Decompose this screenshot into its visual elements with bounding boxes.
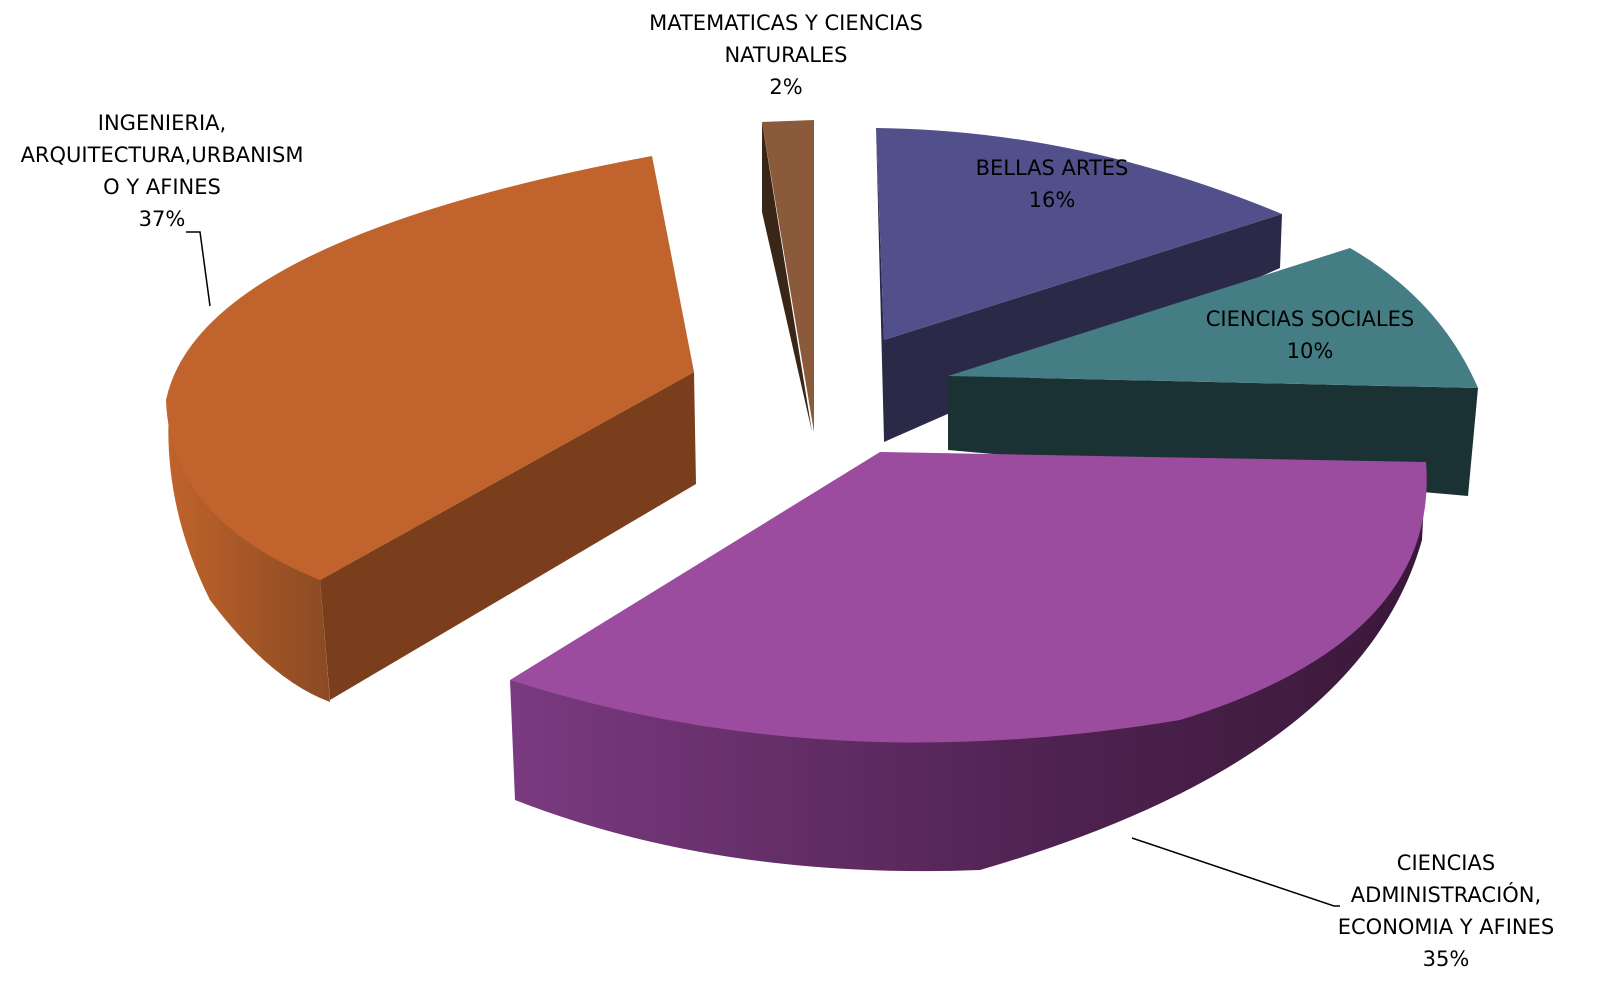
data-label-text: INGENIERIA,: [98, 111, 226, 135]
slice-side-bellas-artes-0: [876, 128, 884, 440]
data-label-text: ECONOMIA Y AFINES: [1338, 915, 1555, 939]
data-label-percent: 10%: [1287, 339, 1334, 363]
data-label-percent: 2%: [769, 75, 802, 99]
leader-line-ciencias-administracion: [1131, 837, 1340, 907]
data-label-text: ADMINISTRACIÓN,: [1351, 882, 1541, 907]
slice-ciencias: [510, 452, 1427, 872]
data-label-text: O Y AFINES: [103, 175, 221, 199]
data-label-bellas-artes: BELLAS ARTES 16%: [976, 156, 1129, 212]
data-label-text: NATURALES: [724, 43, 847, 67]
slice-side-ingenieria-1: [320, 372, 696, 700]
data-label-ciencias: CIENCIAS ADMINISTRACIÓN, ECONOMIA Y AFINES…: [1338, 851, 1555, 971]
slice-top-ingenieria: [166, 156, 694, 580]
slice-top-bellas-artes: [876, 128, 1282, 340]
data-label-ciencias-sociales: CIENCIAS SOCIALES 10%: [1206, 307, 1414, 363]
slice-top-ciencias-sociales: [948, 248, 1478, 388]
data-label-percent: 16%: [1029, 188, 1076, 212]
data-label-text: CIENCIAS SOCIALES: [1206, 307, 1414, 331]
data-label-percent: 37%: [139, 207, 186, 231]
data-label-text: BELLAS ARTES: [976, 156, 1129, 180]
data-label-matematicas-y-ciencias: MATEMATICAS Y CIENCIAS NATURALES 2%: [649, 11, 923, 99]
data-label-percent: 35%: [1423, 947, 1470, 971]
slice-top-ciencias: [510, 452, 1427, 743]
slice-side-matematicas-y-ciencias-0: [762, 122, 812, 432]
slice-ingenieria: [166, 156, 696, 702]
slice-side-ingenieria-0: [168, 396, 330, 702]
slice-matematicas-y-ciencias: [762, 120, 814, 432]
data-label-ingenieria: INGENIERIA, ARQUITECTURA,URBANISM O Y AFIN…: [21, 111, 304, 231]
leader-line-ingenieria: [186, 231, 211, 307]
data-label-text: CIENCIAS: [1397, 851, 1495, 875]
data-label-text: MATEMATICAS Y CIENCIAS: [649, 11, 923, 35]
slice-top-matematicas-y-ciencias: [762, 120, 814, 432]
data-label-text: ARQUITECTURA,URBANISM: [21, 143, 304, 167]
